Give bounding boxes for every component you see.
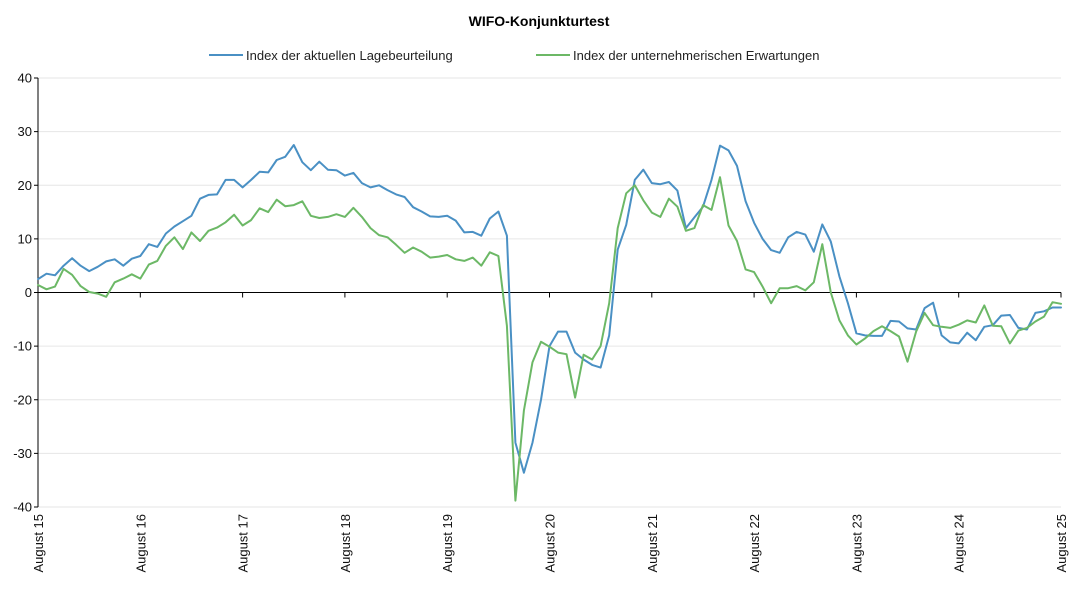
y-tick-label: -40 — [13, 500, 32, 515]
chart-title: WIFO-Konjunkturtest — [469, 13, 610, 29]
x-tick-label: August 17 — [236, 514, 251, 573]
y-axis: 40 30 20 10 0 -10 -20 -30 -40 — [13, 71, 39, 515]
y-tick-label: 10 — [18, 231, 32, 246]
x-tick-label: August 22 — [747, 514, 762, 573]
gridlines — [38, 77, 1061, 508]
y-tick-label: 20 — [18, 178, 32, 193]
x-tick-label: August 18 — [338, 514, 353, 573]
series-lines — [37, 144, 1062, 502]
y-tick-label: -30 — [13, 446, 32, 461]
series-line-erwartungen — [37, 176, 1062, 502]
y-tick-label: 0 — [25, 285, 32, 300]
y-tick-label: -10 — [13, 339, 32, 354]
legend-label-lagebeurteilung: Index der aktuellen Lagebeurteilung — [246, 48, 453, 63]
x-tick-label: August 16 — [133, 514, 148, 573]
y-tick-label: 30 — [18, 124, 32, 139]
x-axis: August 15 August 16 August 17 August 18 Augu… — [31, 292, 1069, 573]
y-tick-label: 40 — [18, 71, 32, 86]
x-tick-label: August 24 — [952, 514, 967, 573]
legend-label-erwartungen: Index der unternehmerischen Erwartungen — [573, 48, 819, 63]
x-tick-label: August 15 — [31, 514, 46, 573]
x-tick-label: August 19 — [440, 514, 455, 573]
x-tick-label: August 23 — [849, 514, 864, 573]
x-tick-label: August 21 — [645, 514, 660, 573]
series-line-lagebeurteilung — [37, 144, 1062, 474]
x-tick-label: August 25 — [1054, 514, 1069, 573]
x-tick-label: August 20 — [543, 514, 558, 573]
y-tick-label: -20 — [13, 392, 32, 407]
legend: Index der aktuellen Lagebeurteilung Inde… — [209, 48, 819, 63]
